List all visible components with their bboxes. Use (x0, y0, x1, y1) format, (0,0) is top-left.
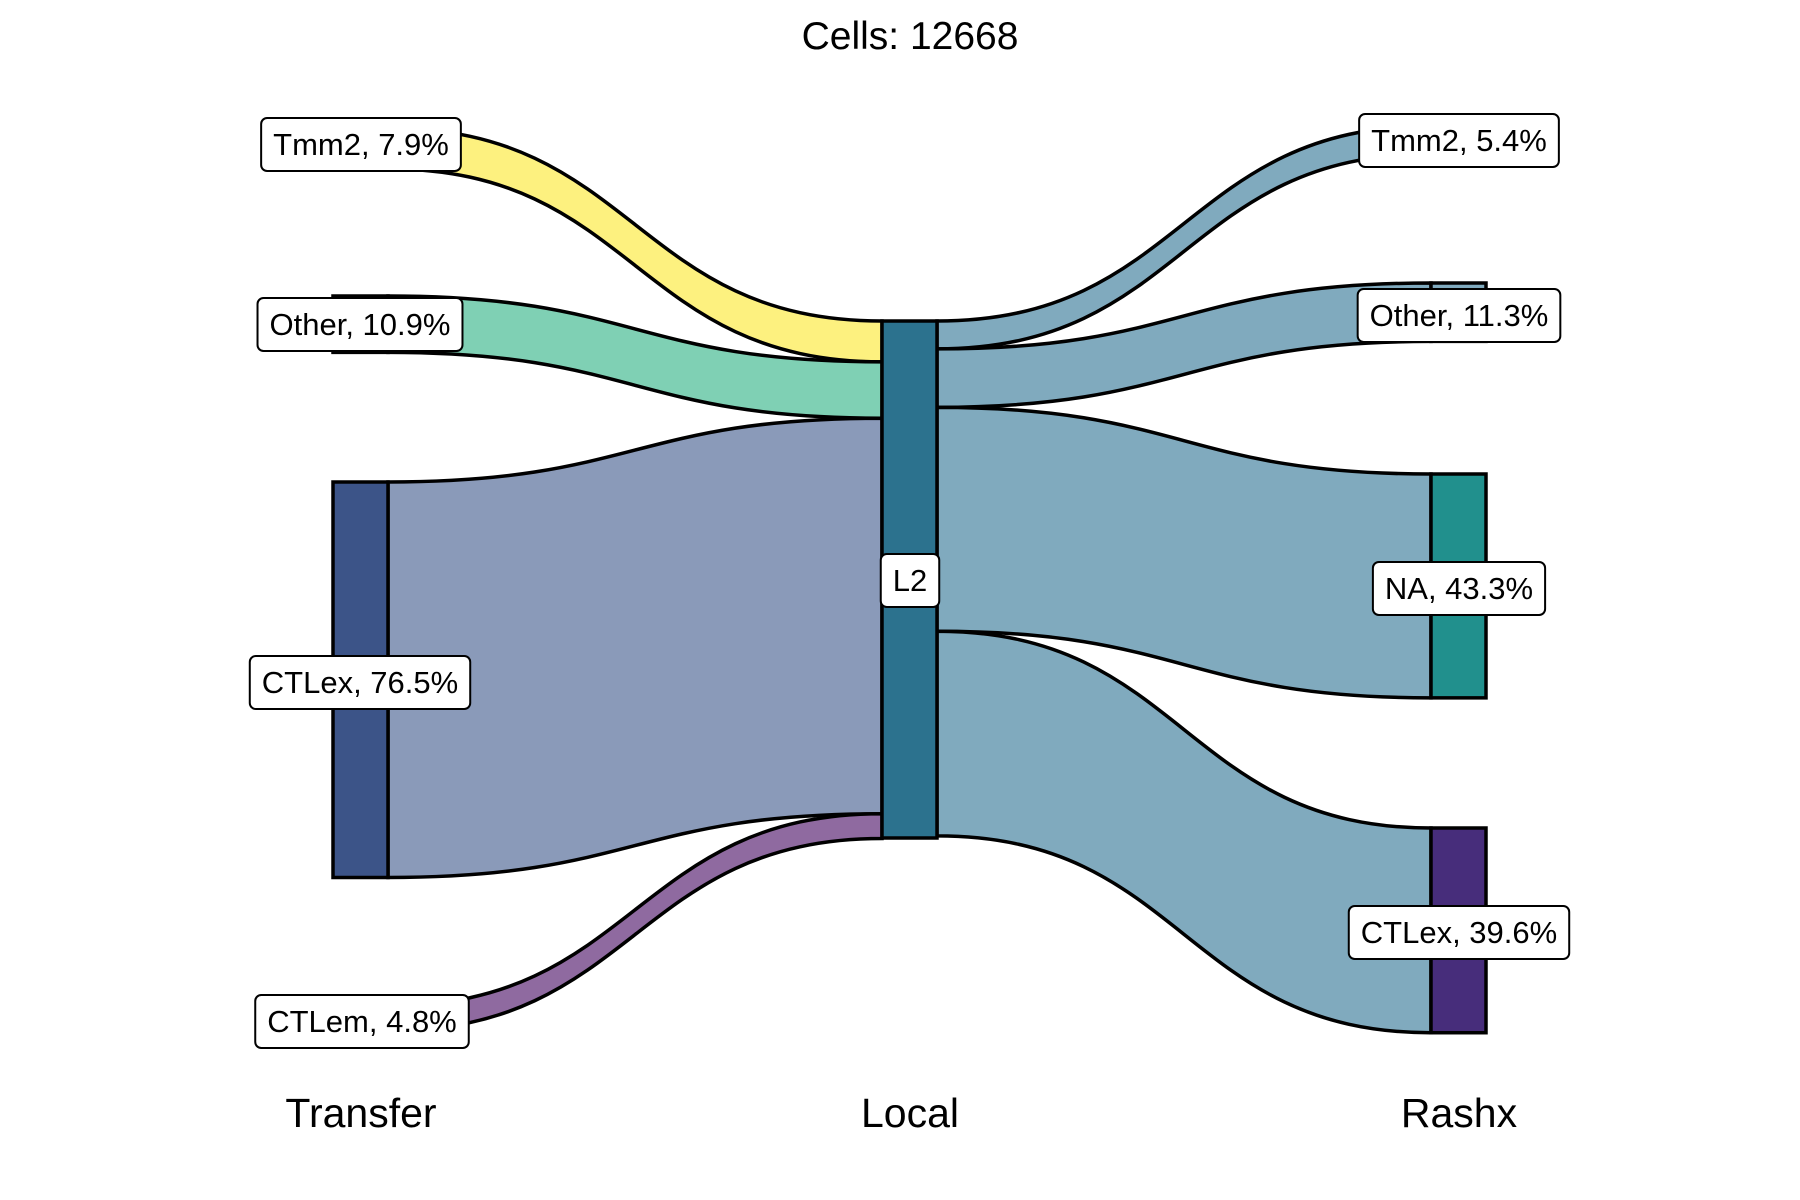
label-rashx-other: Other, 11.3% (1356, 288, 1562, 343)
axis-label-local: Local (861, 1090, 959, 1136)
label-local-l2: L2 (879, 553, 941, 608)
label-rashx-na-box (1371, 561, 1547, 616)
label-transfer-other-text: Other, 10.9% (270, 307, 451, 342)
label-rashx-other-box (1356, 288, 1562, 343)
label-rashx-tmm2-box (1358, 113, 1560, 168)
axis-label-transfer: Transfer (285, 1090, 436, 1136)
label-transfer-ctlem-box (254, 994, 470, 1049)
label-transfer-ctlem: CTLem, 4.8% (254, 994, 470, 1049)
label-local-l2-box (879, 553, 941, 608)
label-transfer-ctlex: CTLex, 76.5% (248, 655, 472, 710)
label-transfer-ctlex-text: CTLex, 76.5% (262, 665, 458, 700)
label-rashx-tmm2: Tmm2, 5.4% (1358, 113, 1560, 168)
label-transfer-tmm2-box (260, 117, 462, 172)
flow-transfer-ctlex-to-l2 (386, 416, 884, 880)
label-rashx-na-text: NA, 43.3% (1385, 571, 1533, 606)
label-rashx-other-text: Other, 11.3% (1370, 298, 1549, 333)
label-local-l2-text: L2 (893, 563, 927, 598)
label-rashx-ctlex-box (1347, 905, 1571, 960)
label-transfer-other: Other, 10.9% (256, 297, 464, 352)
label-transfer-tmm2-text: Tmm2, 7.9% (273, 127, 449, 162)
label-rashx-na: NA, 43.3% (1371, 561, 1547, 616)
label-rashx-tmm2-text: Tmm2, 5.4% (1371, 123, 1547, 158)
chart-title: Cells: 12668 (802, 15, 1019, 58)
label-transfer-ctlem-text: CTLem, 4.8% (267, 1004, 457, 1039)
label-transfer-tmm2: Tmm2, 7.9% (260, 117, 462, 172)
label-transfer-ctlex-box (248, 655, 472, 710)
label-transfer-other-box (256, 297, 464, 352)
labels-layer: Tmm2, 7.9% Other, 10.9% CTLex, 76.5% CTLem,… (248, 113, 1571, 1049)
label-rashx-ctlex: CTLex, 39.6% (1347, 905, 1571, 960)
label-rashx-ctlex-text: CTLex, 39.6% (1361, 915, 1557, 950)
axis-label-rashx: Rashx (1401, 1090, 1518, 1136)
